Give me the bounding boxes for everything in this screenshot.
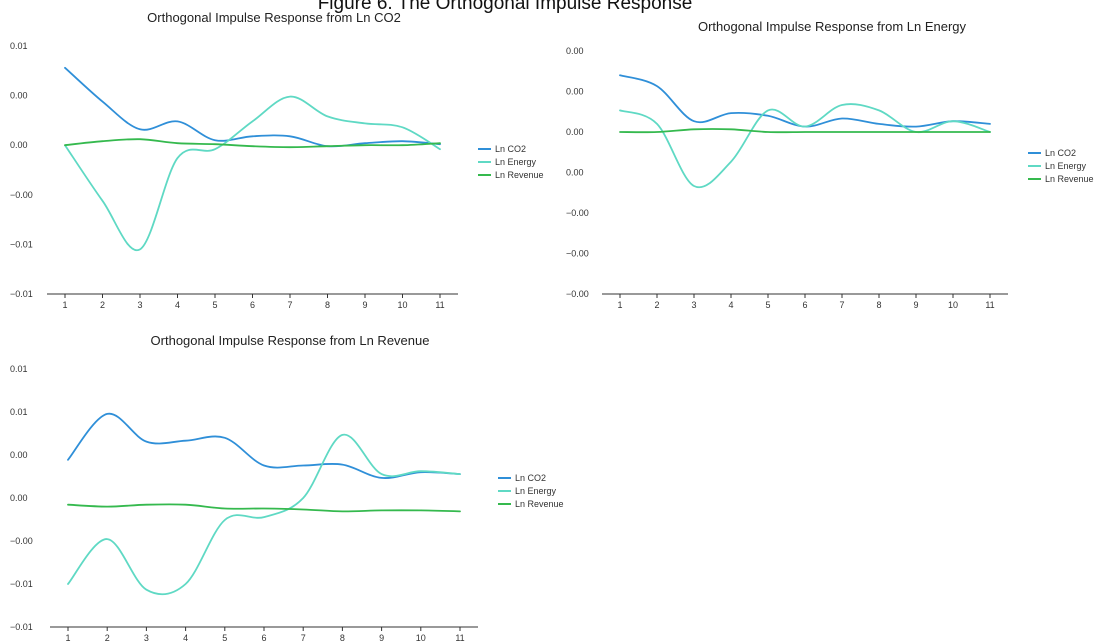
x-tick-label: 11 [985,300,994,310]
chart-title: Orthogonal Impulse Response from Ln Ener… [698,19,967,34]
x-tick-label: 6 [802,300,807,310]
x-tick-label: 10 [416,633,426,643]
x-tick-label: 5 [765,300,770,310]
chart-title: Orthogonal Impulse Response from Ln CO2 [147,10,401,25]
x-tick-label: 2 [654,300,659,310]
x-tick-label: 4 [175,300,180,310]
y-tick-label: −0.01 [10,239,33,249]
x-tick-label: 10 [397,300,407,310]
y-tick-label: 0.00 [566,168,584,178]
x-tick-label: 8 [325,300,330,310]
x-tick-label: 8 [876,300,881,310]
y-tick-label: 0.01 [10,41,28,51]
x-tick-label: 1 [617,300,622,310]
y-tick-label: −0.00 [10,190,33,200]
x-tick-label: 10 [948,300,958,310]
series-line-ln-energy [64,95,441,252]
legend-label: Ln CO2 [495,144,526,154]
y-tick-label: −0.00 [566,289,589,299]
x-tick-label: 3 [691,300,696,310]
legend-label: Ln Energy [515,486,557,496]
legend-label: Ln Energy [1045,161,1087,171]
x-tick-label: 2 [100,300,105,310]
x-tick-label: 9 [362,300,367,310]
legend-label: Ln Revenue [495,170,544,180]
y-tick-label: −0.01 [10,579,33,589]
x-tick-label: 7 [287,300,292,310]
x-tick-label: 7 [301,633,306,643]
x-tick-label: 9 [379,633,384,643]
legend-label: Ln Energy [495,157,537,167]
x-tick-label: 6 [261,633,266,643]
series-line-ln-co2 [67,412,461,479]
chart-title: Orthogonal Impulse Response from Ln Reve… [151,333,430,348]
x-tick-label: 11 [455,633,464,643]
x-tick-label: 11 [435,300,444,310]
legend-label: Ln Revenue [1045,174,1094,184]
series-line-ln-energy [67,433,461,596]
series-line-ln-revenue [619,128,991,134]
y-tick-label: −0.00 [566,208,589,218]
x-tick-label: 8 [340,633,345,643]
series-line-ln-co2 [619,74,991,128]
y-tick-label: 0.00 [10,450,28,460]
y-tick-label: 0.00 [566,87,584,97]
x-tick-label: 6 [250,300,255,310]
x-tick-label: 2 [105,633,110,643]
legend-label: Ln Revenue [515,499,564,509]
x-tick-label: 5 [222,633,227,643]
x-tick-label: 3 [144,633,149,643]
x-tick-label: 1 [62,300,67,310]
series-line-ln-revenue [64,138,441,149]
x-tick-label: 4 [183,633,188,643]
x-tick-label: 7 [839,300,844,310]
y-tick-label: 0.00 [10,140,28,150]
x-tick-label: 9 [913,300,918,310]
y-tick-label: 0.01 [10,407,28,417]
series-line-ln-energy [619,103,991,189]
x-tick-label: 3 [137,300,142,310]
legend-label: Ln CO2 [1045,148,1076,158]
figure-title: Figure 6. The Orthogonal Impulse Respons… [317,0,693,14]
series-line-ln-co2 [64,66,441,148]
y-tick-label: −0.01 [10,289,33,299]
y-tick-label: 0.00 [10,493,28,503]
x-tick-label: 1 [65,633,70,643]
y-tick-label: 0.00 [10,91,28,101]
y-tick-label: −0.00 [566,249,589,259]
series-line-ln-revenue [67,503,461,513]
x-tick-label: 4 [728,300,733,310]
chart-panel-2: Orthogonal Impulse Response from Ln Ener… [566,19,1094,310]
y-tick-label: 0.00 [566,127,584,137]
chart-panel-1: Orthogonal Impulse Response from Ln CO2 1… [10,10,544,310]
y-tick-label: −0.00 [10,536,33,546]
y-tick-label: 0.00 [566,46,584,56]
chart-panel-3: Orthogonal Impulse Response from Ln Reve… [10,333,564,643]
y-tick-label: 0.01 [10,364,28,374]
legend-label: Ln CO2 [515,473,546,483]
x-tick-label: 5 [212,300,217,310]
y-tick-label: −0.01 [10,622,33,632]
